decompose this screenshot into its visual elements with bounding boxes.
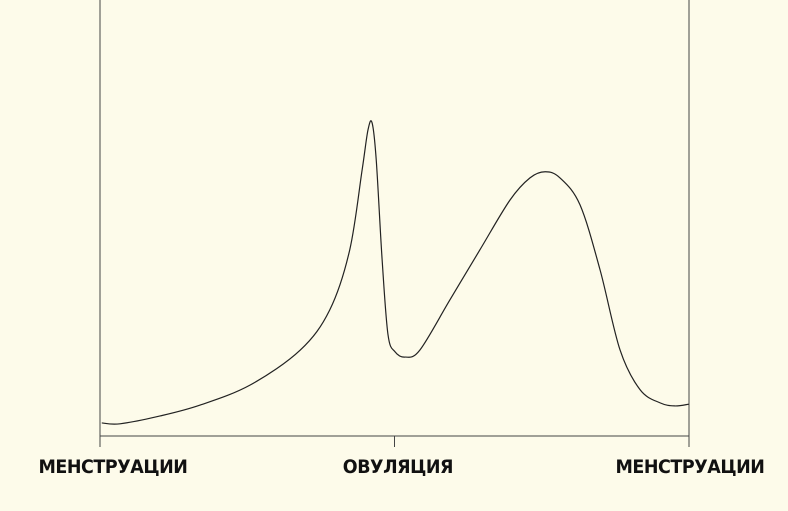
tick-label-ovulation: ОВУЛЯЦИЯ (342, 456, 454, 478)
tick-label-menstruation-end: МЕНСТРУАЦИИ (615, 456, 765, 478)
series-line (101, 120, 690, 425)
tick-label-menstruation-start: МЕНСТРУАЦИИ (38, 456, 188, 478)
